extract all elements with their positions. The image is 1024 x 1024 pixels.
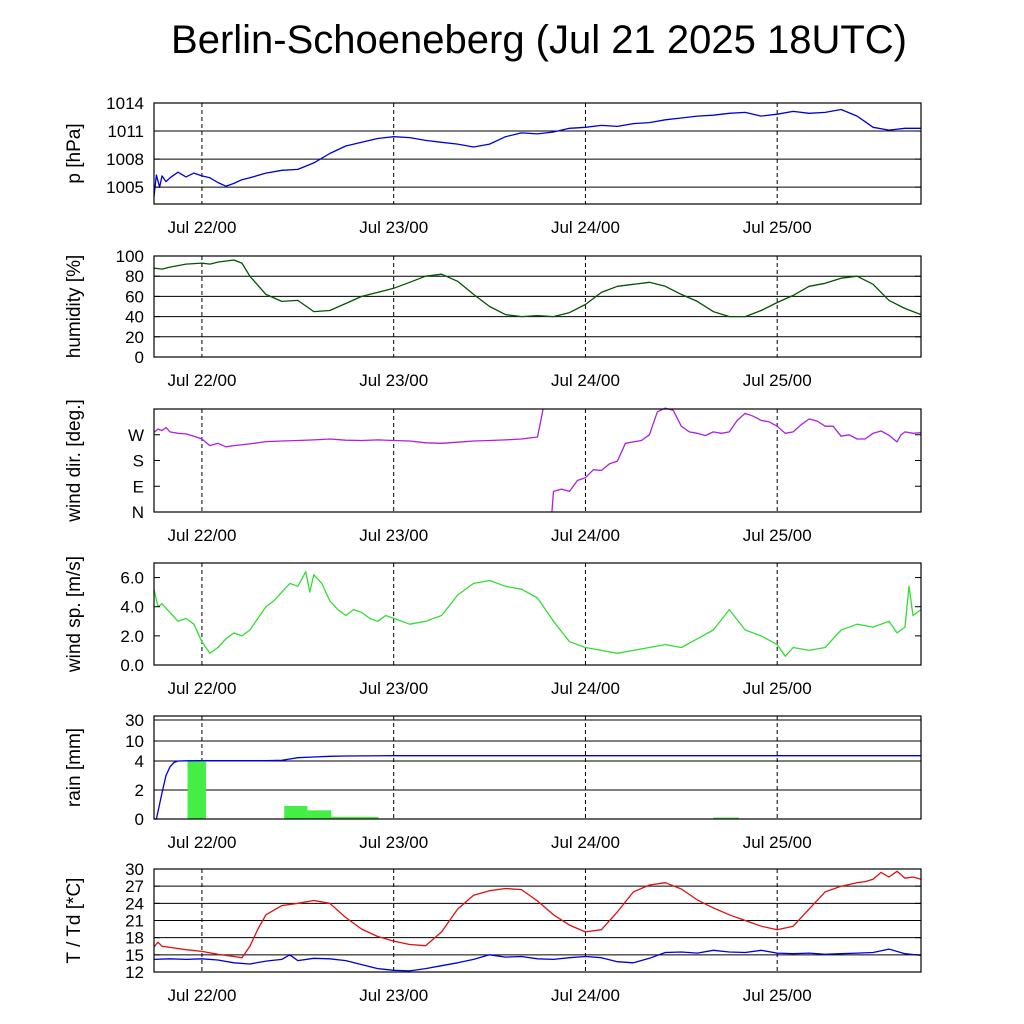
y-tick-label: 15 [125,946,144,965]
y-tick-label: 100 [116,247,144,266]
y-tick-label: 1008 [106,150,144,169]
x-tick-label: Jul 25/00 [743,833,812,852]
y-tick-label: 10 [125,732,144,751]
x-tick-label: Jul 24/00 [551,679,620,698]
x-tick-label: Jul 25/00 [743,679,812,698]
y-tick-label: 6.0 [120,569,144,588]
panel-frame [153,102,922,205]
y-tick-label: 4 [135,752,144,771]
y-tick-label: E [133,477,144,496]
series-line-1 [153,407,922,513]
y-tick-label: N [132,503,144,522]
y-axis-label: humidity [%] [64,255,85,358]
x-tick-label: Jul 24/00 [551,833,620,852]
y-tick-label: 21 [125,912,144,931]
x-tick-label: Jul 23/00 [359,986,428,1005]
y-tick-label: 0.0 [120,656,144,675]
x-tick-label: Jul 24/00 [551,371,620,390]
x-tick-label: Jul 25/00 [743,526,812,545]
series-line-1 [154,755,921,820]
series-line-1 [153,259,922,318]
y-axis-label: wind sp. [m/s] [64,556,85,673]
x-tick-label: Jul 22/00 [167,371,236,390]
y-tick-label: 2.0 [120,627,144,646]
x-tick-label: Jul 25/00 [743,218,812,237]
x-tick-label: Jul 24/00 [551,986,620,1005]
x-tick-label: Jul 23/00 [359,218,428,237]
y-tick-label: 1014 [106,94,144,113]
y-axis-label: rain [mm] [64,728,85,807]
y-tick-label: 80 [125,267,144,286]
y-tick-label: S [133,452,144,471]
y-tick-label: 4.0 [120,598,144,617]
panel-frame [153,255,922,358]
y-axis-label: T / Td [*C] [64,878,85,964]
y-tick-label: 1005 [106,178,144,197]
panel-frame [153,715,922,820]
panel-frame [153,408,922,513]
x-tick-label: Jul 25/00 [743,986,812,1005]
x-tick-label: Jul 23/00 [359,371,428,390]
y-tick-label: 18 [125,929,144,948]
x-tick-label: Jul 25/00 [743,371,812,390]
y-tick-label: 0 [135,810,144,829]
y-tick-label: 40 [125,308,144,327]
x-tick-label: Jul 23/00 [359,833,428,852]
y-tick-label: 1011 [107,122,144,141]
panel-wind-speed: 0.0 2.0 4.0 6.0 Jul 22/00 Jul 23/00 Jul 24/00 J… [64,556,922,698]
panel-rain: 0 2 410 30 Jul 22/00 Jul 23/00 Jul 24/00 Jul 25… [64,711,922,852]
series-line-1 [153,571,922,657]
panel-pressure: 1005 1008 1011 1014 Jul 22/00 Jul 23/00 Jul 24… [64,94,922,237]
x-tick-label: Jul 23/00 [359,679,428,698]
y-axis-label: wind dir. [deg.] [64,399,85,523]
rain-bar [284,805,308,819]
y-tick-label: 30 [125,711,144,730]
y-tick-label: 20 [125,328,144,347]
rain-bar [331,816,379,819]
chart-title: Berlin-Schoeneberg (Jul 21 2025 18UTC) [171,18,907,62]
x-tick-label: Jul 24/00 [551,218,620,237]
x-tick-label: Jul 22/00 [167,526,236,545]
rain-bar [187,761,206,819]
y-tick-label: 0 [135,348,144,367]
x-tick-label: Jul 23/00 [359,526,428,545]
rain-bar [713,817,739,819]
x-tick-label: Jul 22/00 [167,833,236,852]
y-tick-label: 60 [125,287,144,306]
y-tick-label: W [128,426,144,445]
panel-frame [153,562,922,666]
y-tick-label: 24 [125,894,144,913]
x-tick-label: Jul 22/00 [167,679,236,698]
series-line-1 [153,870,922,959]
y-tick-label: 12 [125,963,144,982]
x-tick-label: Jul 22/00 [167,986,236,1005]
y-axis-label: p [hPa] [64,123,85,183]
series-line-1 [153,108,921,197]
rain-bar [307,810,332,819]
y-tick-label: 30 [125,860,144,879]
y-tick-label: 2 [135,781,144,800]
y-tick-label: 27 [125,877,144,896]
x-tick-label: Jul 22/00 [167,218,236,237]
series-line-2 [153,948,922,972]
x-tick-label: Jul 24/00 [551,526,620,545]
